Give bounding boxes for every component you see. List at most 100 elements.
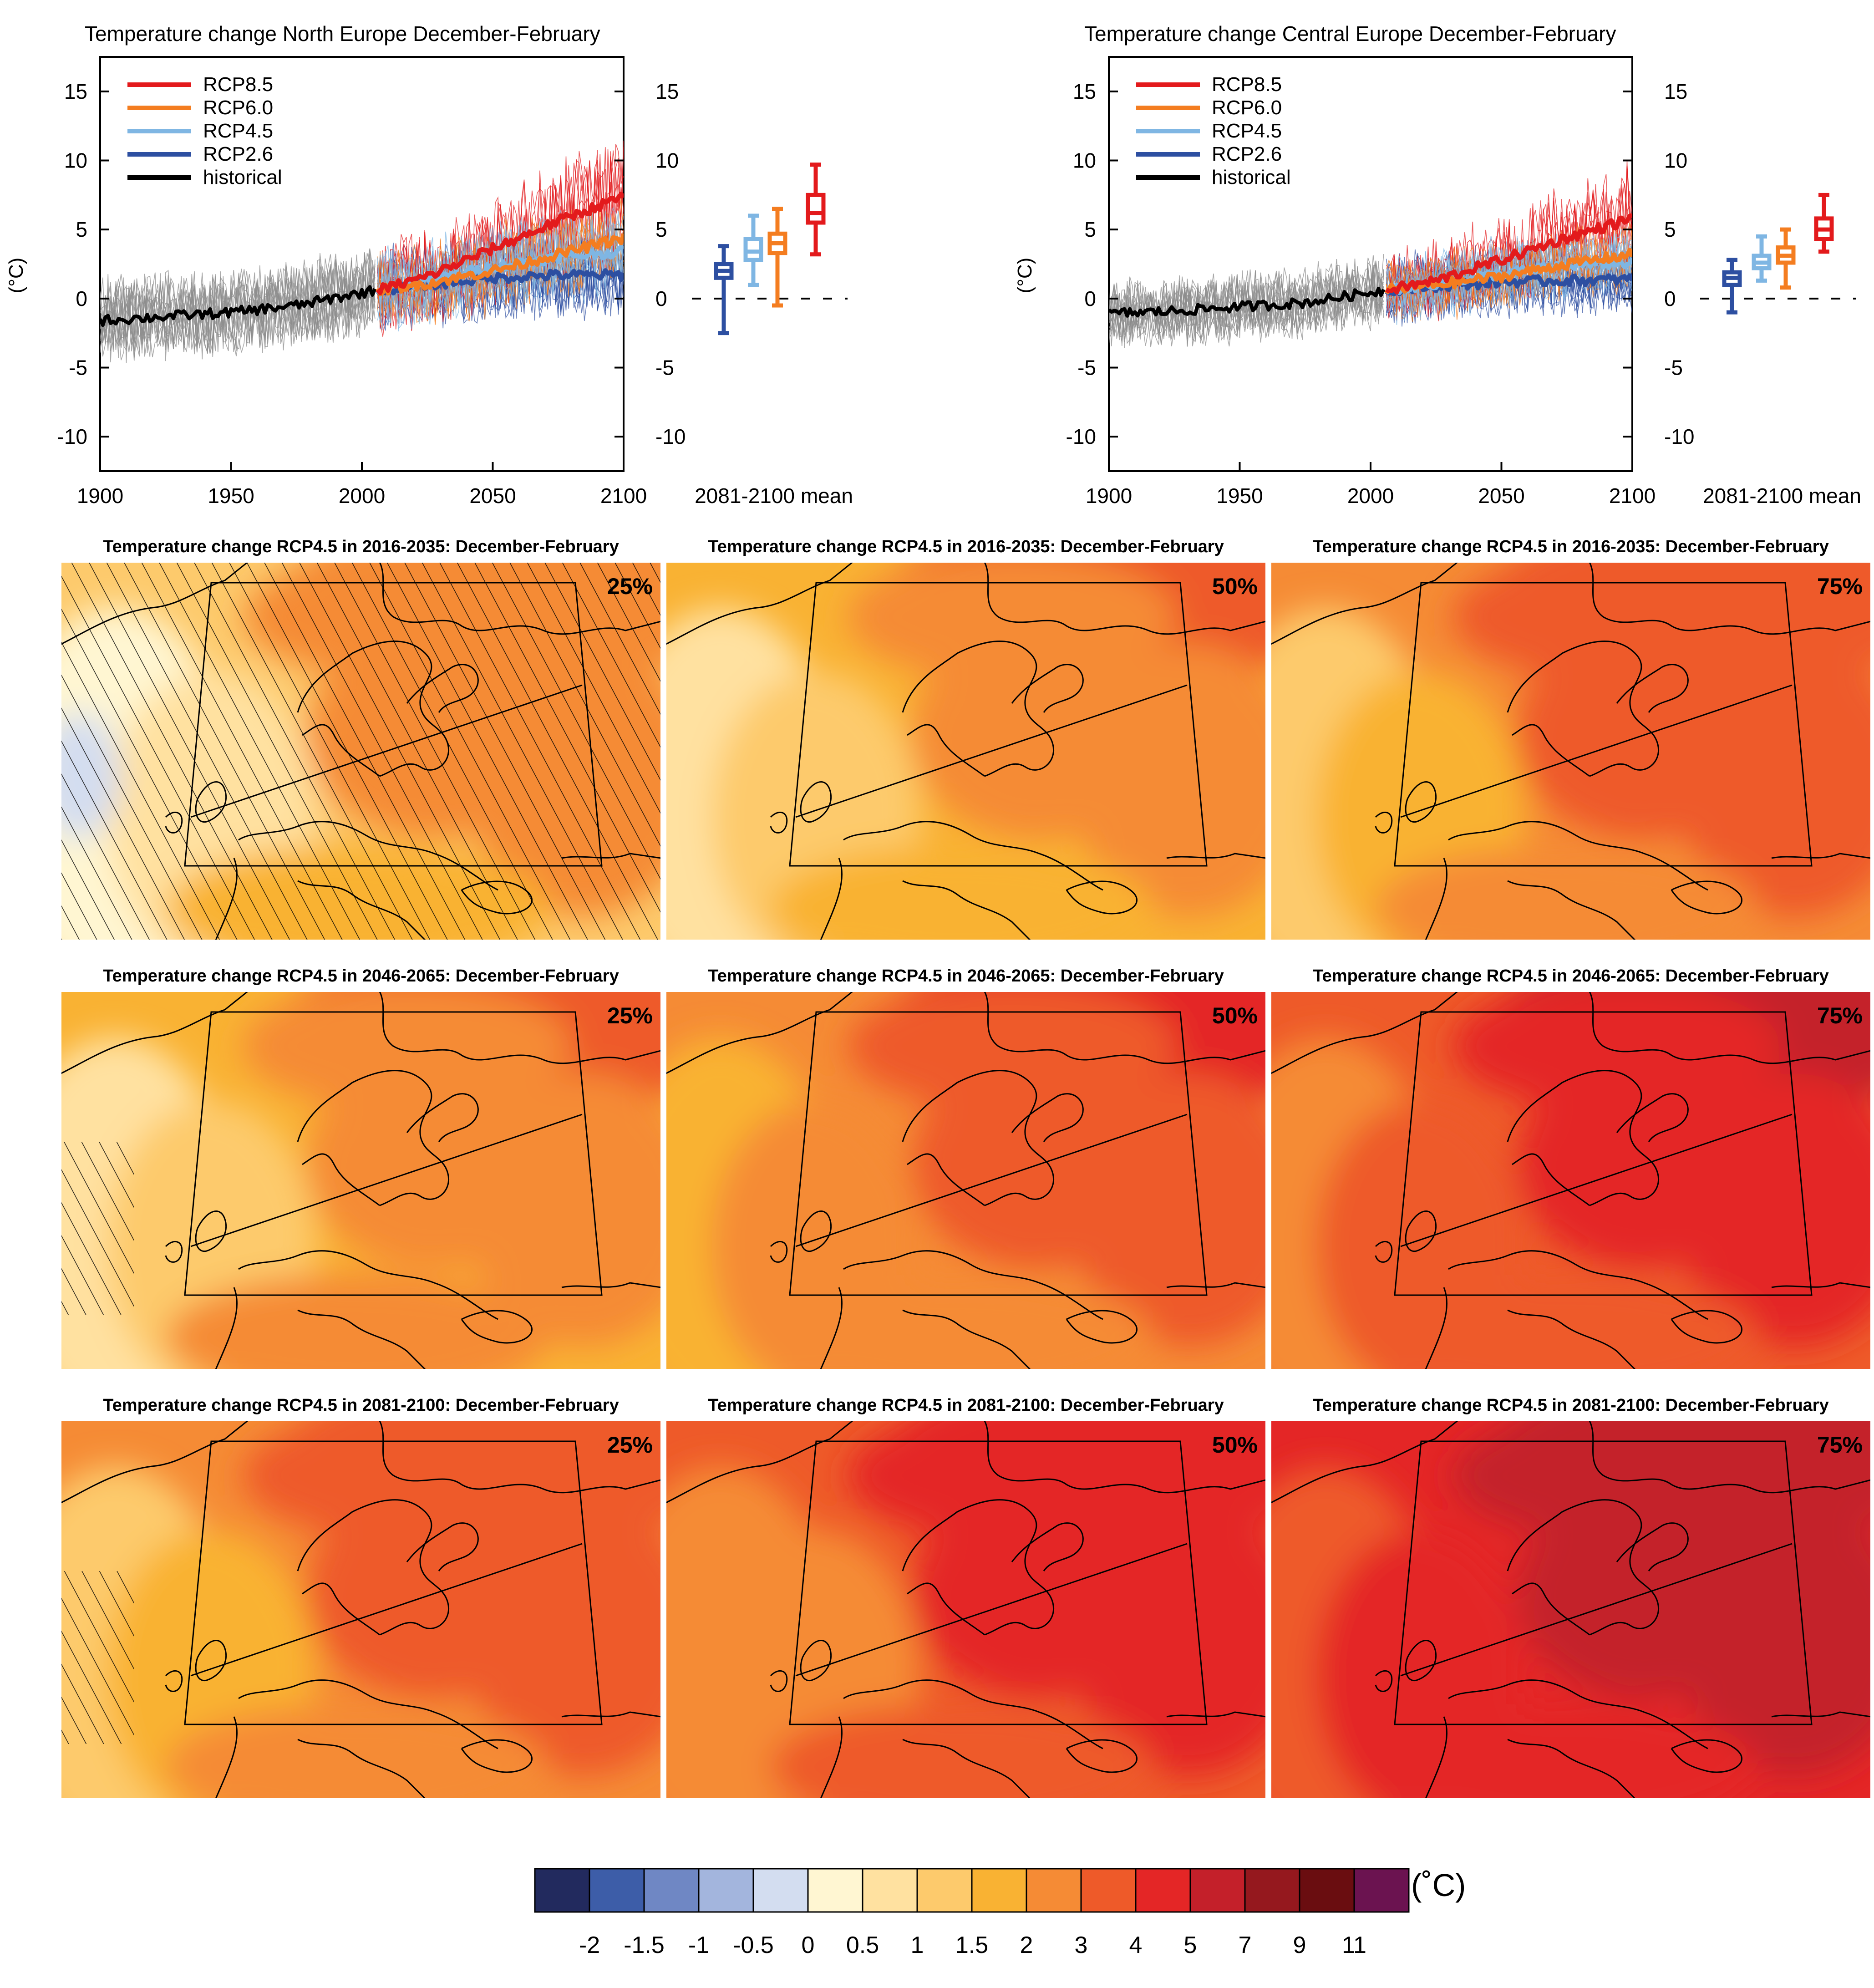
axes: 1900 1950 2000 2050 2100 -10 -10 -5 -5 0 0 5 5 10 10 15… bbox=[1066, 80, 1695, 508]
coastline bbox=[1771, 1282, 1871, 1288]
boxplot-label: 2081-2100 mean bbox=[695, 484, 853, 508]
region-boundary bbox=[184, 582, 603, 867]
y-tick-label-right: 10 bbox=[655, 149, 679, 173]
x-tick-label: 1950 bbox=[1216, 484, 1263, 508]
coastline bbox=[1512, 1153, 1590, 1206]
boxplot-box bbox=[743, 237, 763, 262]
region-divider bbox=[1400, 1543, 1793, 1677]
region-boundary bbox=[1394, 1440, 1813, 1725]
map-percentile-label: 25% bbox=[607, 574, 653, 599]
map-percentile-label: 75% bbox=[1817, 1432, 1863, 1458]
map-panel-title: Temperature change RCP4.5 in 2081-2100: … bbox=[103, 1396, 619, 1415]
colorbar-cell bbox=[1080, 1868, 1137, 1913]
coastline bbox=[1166, 1711, 1266, 1718]
y-tick-label-left: 10 bbox=[64, 149, 87, 173]
model-spread-lines bbox=[1109, 161, 1632, 348]
chart-title: Temperature change Central Europe Decemb… bbox=[1084, 22, 1616, 46]
map-panel-1: Temperature change RCP4.5 in 2016-2035: … bbox=[61, 537, 661, 941]
coastline bbox=[984, 991, 1266, 1064]
series-mean-rcp60 bbox=[376, 233, 624, 296]
side-boxplots bbox=[692, 163, 848, 336]
map-field bbox=[61, 562, 661, 940]
map-panel-title: Temperature change RCP4.5 in 2016-2035: … bbox=[1313, 537, 1828, 556]
colorbar-cell bbox=[1026, 1868, 1082, 1913]
map-percentile-label: 50% bbox=[1212, 574, 1258, 599]
coastlines bbox=[666, 1421, 1266, 1799]
y-tick-label-right: -10 bbox=[1664, 425, 1694, 448]
series-mean-rcp85 bbox=[1385, 213, 1632, 295]
coastlines bbox=[666, 562, 1266, 940]
coastline bbox=[843, 821, 1103, 891]
coastline bbox=[1271, 991, 1458, 1074]
coastline bbox=[1589, 991, 1871, 1064]
coastline bbox=[1166, 853, 1266, 859]
coastline bbox=[1448, 821, 1708, 891]
colorbar-tick-label: 0 bbox=[802, 1932, 815, 1958]
colorbar-cell bbox=[752, 1868, 809, 1913]
coastline bbox=[1671, 1310, 1742, 1344]
map-percentile-label: 75% bbox=[1817, 574, 1863, 599]
x-tick-label: 2000 bbox=[1347, 484, 1394, 508]
colorbar-unit: (˚C) bbox=[1411, 1867, 1466, 1903]
y-tick-label-right: 5 bbox=[1664, 218, 1676, 241]
colorbar-cell bbox=[971, 1868, 1027, 1913]
coastline bbox=[1507, 1309, 1636, 1369]
map-percentile-label: 25% bbox=[607, 1432, 653, 1458]
coastline bbox=[1011, 1093, 1084, 1142]
map-frame bbox=[1270, 1420, 1871, 1799]
y-tick-label-right: 15 bbox=[1664, 80, 1687, 103]
coastline bbox=[1507, 1499, 1659, 1636]
map-frame bbox=[1270, 991, 1871, 1370]
coastline bbox=[379, 1421, 661, 1494]
map-panel-title: Temperature change RCP4.5 in 2046-2065: … bbox=[1313, 966, 1828, 986]
coastlines bbox=[1271, 1421, 1871, 1799]
legend-label: RCP8.5 bbox=[1212, 73, 1282, 96]
map-panel-title: Temperature change RCP4.5 in 2081-2100: … bbox=[1313, 1396, 1828, 1415]
coastline bbox=[461, 880, 533, 915]
map-panel-4: Temperature change RCP4.5 in 2046-2065: … bbox=[61, 966, 661, 1370]
colorbar-cells bbox=[534, 1868, 1410, 1913]
region-boundary bbox=[184, 1440, 603, 1725]
colorbar-cell bbox=[1299, 1868, 1355, 1913]
map-panel-3: Temperature change RCP4.5 in 2016-2035: … bbox=[1270, 537, 1871, 941]
y-tick-label-left: -5 bbox=[69, 356, 87, 380]
coastline bbox=[1589, 1421, 1871, 1494]
map-field bbox=[666, 1421, 1266, 1799]
y-tick-label-left: -10 bbox=[1066, 425, 1096, 448]
contour-south bbox=[166, 1703, 548, 1799]
series-mean-lines bbox=[100, 192, 624, 327]
coastline bbox=[770, 1670, 788, 1692]
axes: 1900 1950 2000 2050 2100 -10 -10 -5 -5 0 0 5 5 10 10 15… bbox=[57, 80, 686, 508]
contour-south bbox=[1376, 1274, 1758, 1369]
coastline bbox=[406, 1093, 479, 1142]
map-field bbox=[1271, 1421, 1871, 1799]
coastline bbox=[406, 664, 479, 713]
map-field bbox=[666, 562, 1266, 940]
coastline bbox=[561, 1711, 661, 1718]
coastline bbox=[297, 1739, 426, 1799]
coastline bbox=[165, 811, 183, 834]
coastline bbox=[902, 1070, 1054, 1206]
y-axis-label: (°C) bbox=[5, 258, 27, 294]
coastline bbox=[406, 1522, 479, 1571]
historical-model-line bbox=[100, 255, 376, 361]
coastline bbox=[1375, 1241, 1393, 1263]
coastline bbox=[1589, 562, 1871, 635]
contour-east bbox=[1676, 1503, 1871, 1776]
colorbar-tick-label: 0.5 bbox=[846, 1932, 879, 1958]
y-tick-label-left: 0 bbox=[1084, 287, 1096, 310]
region-divider bbox=[795, 684, 1188, 818]
y-axis-label: (°C) bbox=[1014, 258, 1036, 294]
coastline bbox=[1448, 1250, 1708, 1320]
legend-label: RCP6.0 bbox=[203, 97, 273, 119]
coastline bbox=[666, 991, 853, 1074]
y-tick-label-left: 15 bbox=[64, 80, 87, 103]
y-tick-label-left: -10 bbox=[57, 425, 87, 448]
map-percentile-label: 50% bbox=[1212, 1003, 1258, 1028]
coastline bbox=[907, 1582, 985, 1636]
contour-south bbox=[771, 844, 1153, 940]
coastline bbox=[61, 562, 248, 645]
map-panel-6: Temperature change RCP4.5 in 2046-2065: … bbox=[1270, 966, 1871, 1370]
